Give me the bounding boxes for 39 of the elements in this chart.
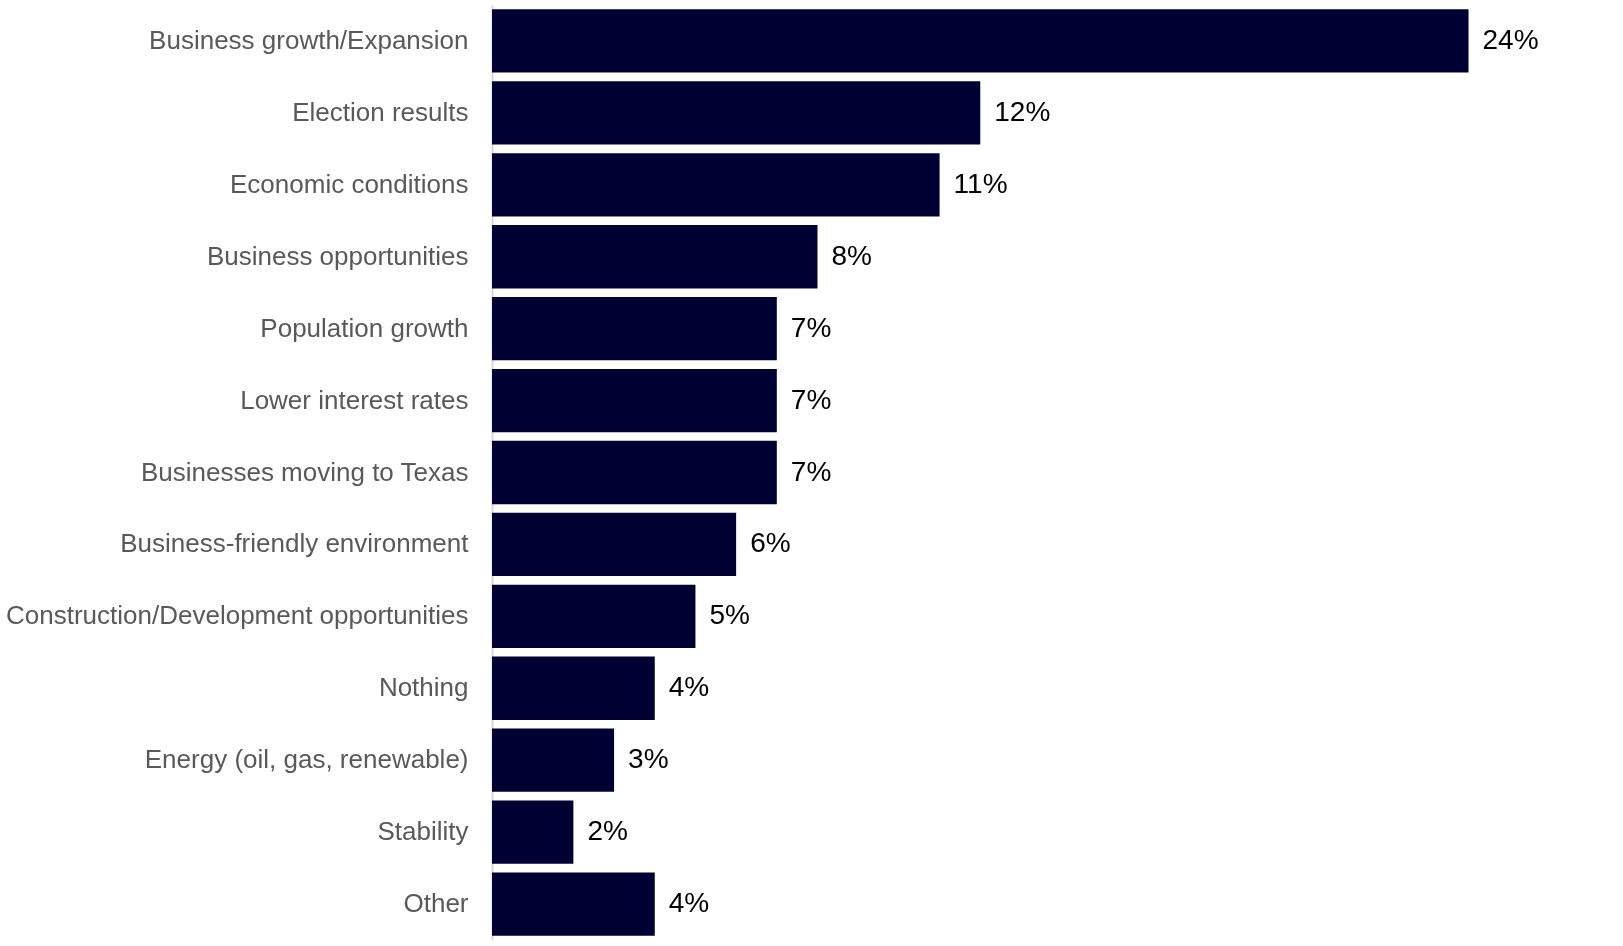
- y-tick-label: Other: [403, 888, 469, 919]
- y-tick-label: Businesses moving to Texas: [140, 456, 469, 487]
- bar: [492, 153, 940, 217]
- bar: [492, 728, 615, 792]
- data-label: 11%: [953, 167, 1008, 199]
- bar: [492, 584, 696, 648]
- y-tick-label: Population growth: [260, 312, 469, 343]
- y-tick-label: Business opportunities: [206, 240, 469, 271]
- data-label: 2%: [587, 815, 628, 847]
- bar: [492, 440, 777, 505]
- bar: [492, 656, 655, 720]
- data-label: 7%: [790, 311, 832, 343]
- data-label: 5%: [709, 599, 750, 631]
- y-tick-label: Election results: [292, 96, 469, 127]
- y-tick-label: Energy (oil, gas, renewable): [144, 744, 469, 775]
- bar: [492, 225, 818, 289]
- bar: [492, 800, 574, 864]
- y-tick-label: Economic conditions: [230, 168, 469, 199]
- data-label: 4%: [668, 887, 710, 919]
- bar: [492, 512, 737, 577]
- data-label: 8%: [831, 239, 872, 271]
- data-label: 12%: [994, 95, 1051, 127]
- y-tick-label: Business growth/Expansion: [149, 24, 469, 55]
- bar: [492, 297, 777, 361]
- y-tick-label: Stability: [377, 816, 469, 847]
- data-label: 7%: [790, 383, 832, 415]
- y-tick-label: Lower interest rates: [240, 384, 469, 415]
- y-tick-label: Construction/Development opportunities: [6, 600, 469, 631]
- bar: [492, 368, 777, 433]
- y-tick-label: Business-friendly environment: [120, 528, 470, 559]
- data-label: 6%: [750, 527, 791, 559]
- data-label: 3%: [628, 743, 669, 775]
- data-label: 4%: [668, 671, 710, 703]
- bar: [492, 81, 981, 145]
- data-label: 24%: [1482, 23, 1539, 55]
- data-label: 7%: [790, 455, 832, 487]
- bar: [492, 872, 655, 936]
- y-tick-label: Nothing: [378, 672, 469, 703]
- bar: [492, 9, 1469, 73]
